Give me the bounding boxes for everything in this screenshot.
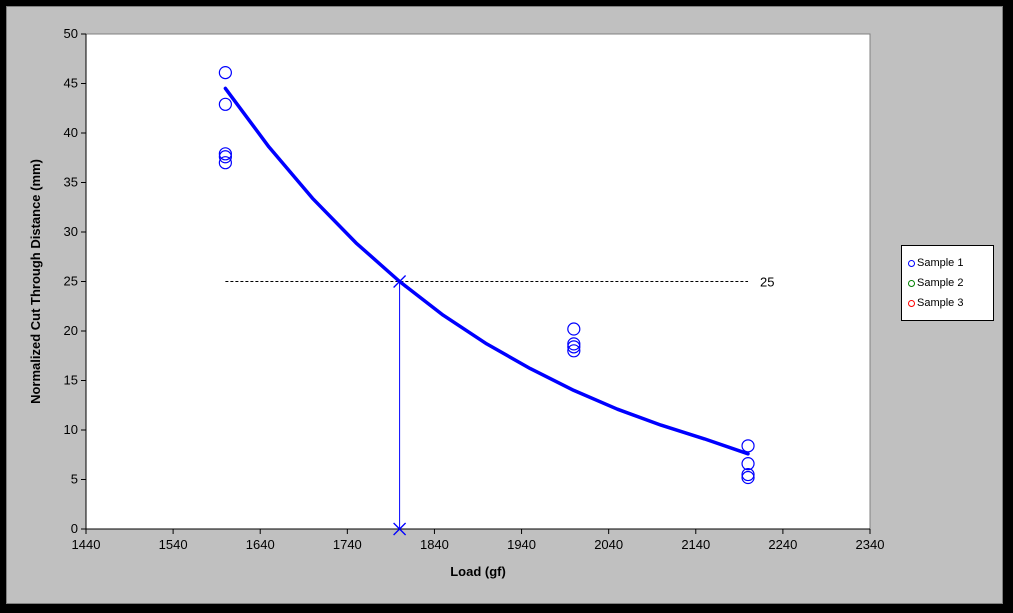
data-point xyxy=(741,467,755,482)
data-points xyxy=(218,66,755,485)
x-tick-label: 1540 xyxy=(159,537,188,552)
reference-value-label: 25 xyxy=(760,275,774,290)
y-tick-label: 25 xyxy=(64,274,78,289)
y-axis-title: Normalized Cut Through Distance (mm) xyxy=(28,159,43,404)
y-tick-label: 15 xyxy=(64,373,78,388)
y-tick-label: 50 xyxy=(64,26,78,41)
data-point xyxy=(218,156,232,170)
axis-labels: Load (gf) Normalized Cut Through Distance… xyxy=(28,159,506,579)
legend-marker-icon xyxy=(908,279,915,287)
data-point xyxy=(567,340,581,354)
y-tick-label: 10 xyxy=(64,422,78,437)
legend-label: Sample 1 xyxy=(917,257,964,269)
legend-marker-icon xyxy=(908,259,915,267)
legend-item: Sample 2 xyxy=(902,273,993,293)
data-point xyxy=(741,439,755,453)
chart-svg: 0 5 10 15 20 25 30 35 40 45 50 1440 1540 1640 1740 1840… xyxy=(28,26,885,579)
data-point xyxy=(567,344,581,358)
y-tick-label: 45 xyxy=(64,76,78,91)
x-tick-label: 1640 xyxy=(246,537,275,552)
legend-label: Sample 3 xyxy=(917,297,964,309)
data-point xyxy=(741,457,755,471)
fit-curve-group xyxy=(223,86,750,456)
x-tick-label: 1940 xyxy=(507,537,536,552)
x-axis-title: Load (gf) xyxy=(450,564,506,579)
x-tick-label: 2340 xyxy=(856,537,885,552)
data-point xyxy=(218,150,232,164)
x-tick-label: 2040 xyxy=(594,537,623,552)
data-point xyxy=(218,66,232,80)
x-tick-label: 1740 xyxy=(333,537,362,552)
x-axis-marker xyxy=(393,522,407,536)
chart-frame: 0 5 10 15 20 25 30 35 40 45 50 1440 1540 1640 1740 1840… xyxy=(6,6,1003,604)
fit-curve xyxy=(223,86,750,456)
y-tick-label: 30 xyxy=(64,224,78,239)
y-tick-label: 5 xyxy=(71,472,78,487)
x-tick-label: 1440 xyxy=(72,537,101,552)
data-point xyxy=(567,322,581,336)
legend: Sample 1 Sample 2 Sample 3 xyxy=(901,245,994,321)
y-tick-label: 0 xyxy=(71,521,78,536)
legend-label: Sample 2 xyxy=(917,277,964,289)
x-marker-stroke xyxy=(393,522,407,536)
legend-item: Sample 3 xyxy=(902,293,993,313)
data-point xyxy=(218,97,232,111)
x-tick-label: 2240 xyxy=(768,537,797,552)
data-point xyxy=(741,470,755,485)
y-tick-label: 20 xyxy=(64,323,78,338)
legend-marker-icon xyxy=(908,299,915,307)
x-tick-label: 1840 xyxy=(420,537,449,552)
legend-item: Sample 1 xyxy=(902,253,993,273)
data-point xyxy=(567,337,581,351)
y-tick-label: 40 xyxy=(64,125,78,140)
axes: 0 5 10 15 20 25 30 35 40 45 50 1440 1540 1640 1740 1840… xyxy=(64,26,885,552)
x-tick-label: 2140 xyxy=(681,537,710,552)
data-point xyxy=(218,147,232,161)
y-tick-label: 35 xyxy=(64,175,78,190)
